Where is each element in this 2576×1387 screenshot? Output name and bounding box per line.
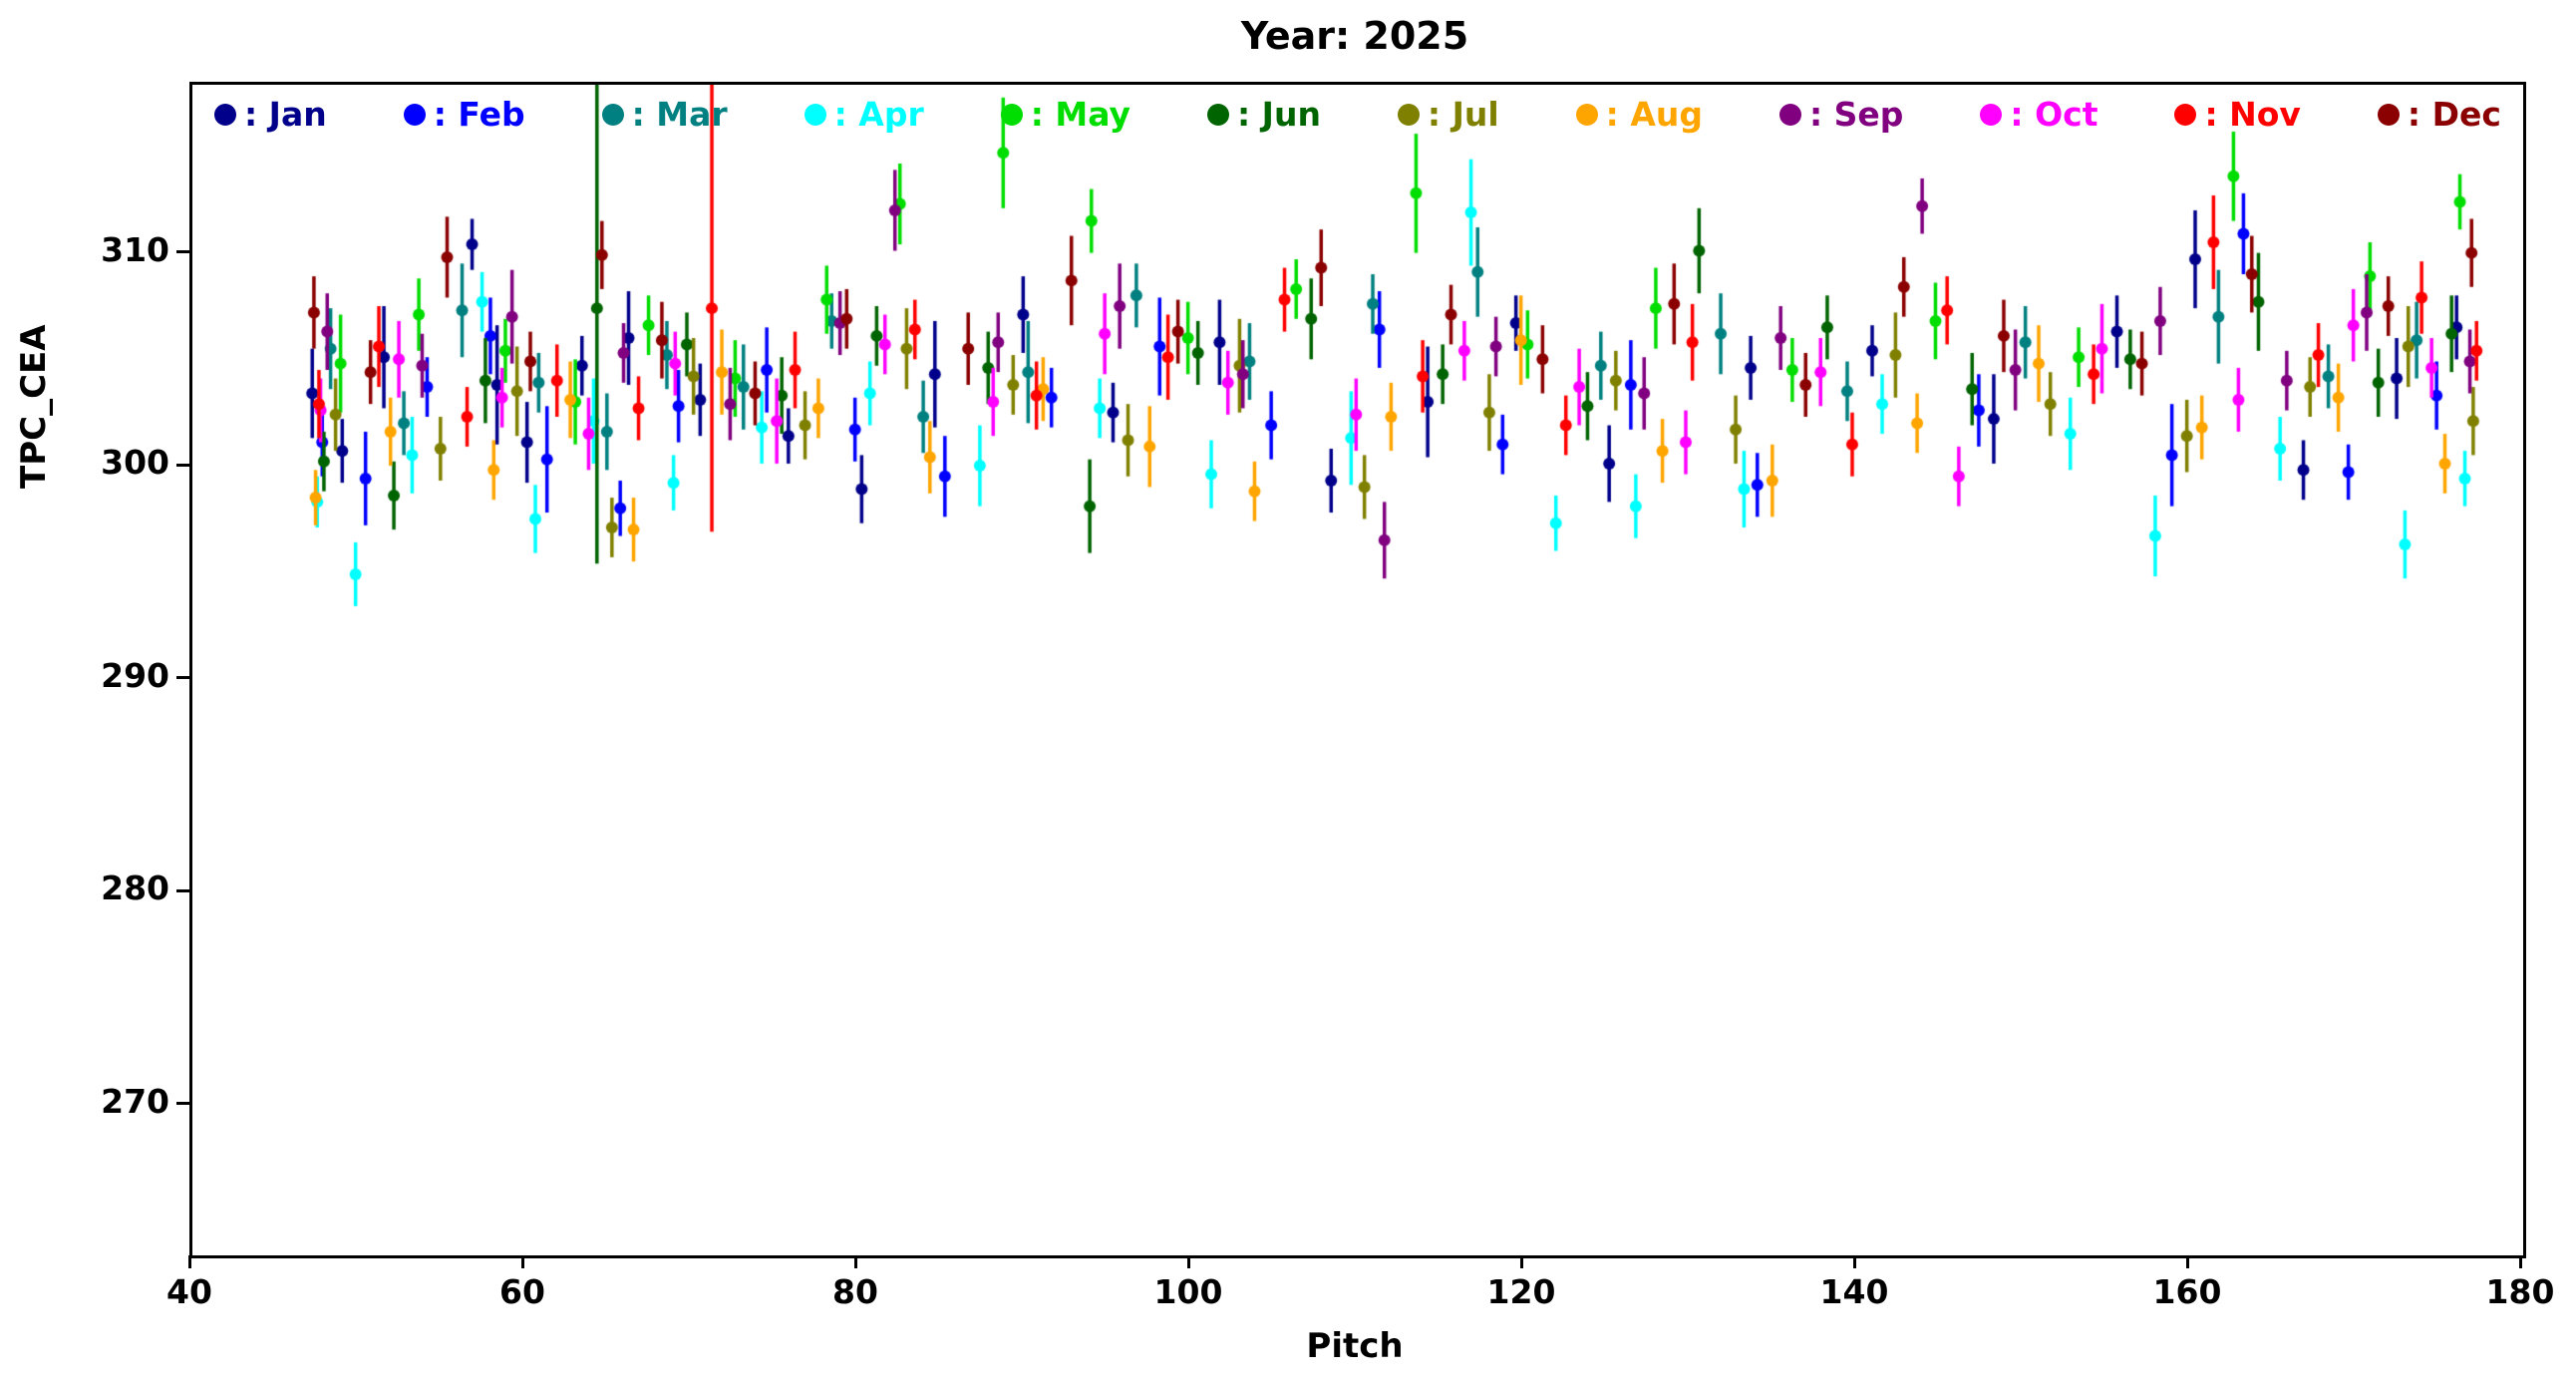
- y-tick-label: 300: [101, 443, 169, 483]
- x-tick-mark: [520, 1255, 524, 1268]
- y-tick-label: 280: [101, 868, 169, 908]
- x-tick-label: 100: [1153, 1272, 1223, 1311]
- x-tick-mark: [1852, 1255, 1856, 1268]
- scatter-canvas: [192, 85, 2523, 1255]
- x-tick-mark: [853, 1255, 857, 1268]
- x-tick-label: 80: [832, 1272, 878, 1311]
- x-tick-mark: [187, 1255, 191, 1268]
- x-tick-label: 40: [166, 1272, 212, 1311]
- x-tick-mark: [2518, 1255, 2522, 1268]
- y-tick-label: 290: [101, 655, 169, 695]
- x-axis-label: Pitch: [1306, 1326, 1404, 1366]
- x-tick-mark: [2185, 1255, 2189, 1268]
- x-tick-label: 60: [499, 1272, 545, 1311]
- y-tick-mark: [176, 888, 189, 892]
- x-tick-mark: [1519, 1255, 1523, 1268]
- y-tick-mark: [176, 250, 189, 254]
- x-tick-mark: [1186, 1255, 1190, 1268]
- y-tick-mark: [176, 676, 189, 680]
- y-tick-label: 270: [101, 1081, 169, 1121]
- plot-area: : Jan: Feb: Mar: Apr: May: Jun: Jul: Aug…: [189, 82, 2526, 1258]
- y-tick-mark: [176, 1102, 189, 1106]
- x-tick-label: 180: [2485, 1272, 2555, 1311]
- y-tick-label: 310: [101, 229, 169, 269]
- y-axis-label: TPC_CEA: [14, 324, 54, 489]
- chart-title: Year: 2025: [1240, 14, 1469, 58]
- x-tick-label: 140: [1819, 1272, 1889, 1311]
- x-tick-label: 120: [1486, 1272, 1556, 1311]
- y-tick-mark: [176, 463, 189, 467]
- x-tick-label: 160: [2152, 1272, 2222, 1311]
